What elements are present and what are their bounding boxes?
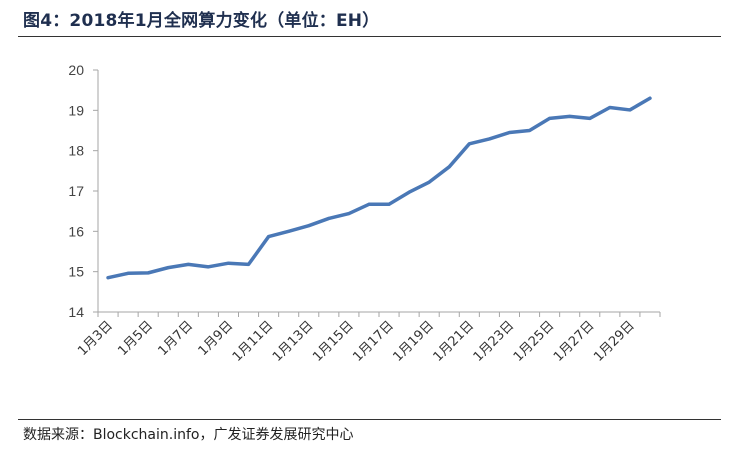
data-point (467, 142, 471, 146)
y-tick-label: 18 (68, 143, 84, 159)
data-point (247, 262, 251, 266)
x-tick-label: 1月19日 (390, 318, 437, 365)
data-point (186, 262, 190, 266)
data-point (267, 235, 271, 239)
x-tick-label: 1月23日 (471, 318, 518, 365)
x-tick-label: 1月17日 (350, 318, 397, 365)
figure-source: 数据来源：Blockchain.info，广发证券发展研究中心 (23, 427, 354, 443)
source-divider (18, 419, 721, 420)
x-tick-label: 1月29日 (591, 318, 638, 365)
data-point (146, 271, 150, 275)
data-point (648, 96, 652, 100)
x-tick-label: 1月27日 (551, 318, 598, 365)
series-line (106, 96, 652, 280)
y-tick-label: 19 (68, 102, 84, 118)
data-point (126, 271, 130, 275)
data-point (487, 137, 491, 141)
x-tick-label: 1月13日 (270, 318, 317, 365)
y-tick-label: 17 (68, 183, 84, 199)
figure-title: 图4：2018年1月全网算力变化（单位：EH） (23, 11, 380, 31)
data-point (287, 229, 291, 233)
x-tick-label: 1月11日 (230, 318, 277, 365)
title-divider (18, 36, 721, 37)
data-point (427, 180, 431, 184)
data-point (548, 116, 552, 120)
data-point (226, 261, 230, 265)
data-point (347, 212, 351, 216)
y-tick-label: 15 (68, 264, 84, 280)
y-tick-label: 20 (68, 62, 84, 78)
x-tick-label: 1月15日 (310, 318, 357, 365)
data-point (327, 216, 331, 220)
data-point (528, 129, 532, 132)
data-point (166, 266, 170, 270)
data-point (407, 190, 411, 194)
y-tick-label: 16 (68, 223, 84, 239)
data-point (568, 114, 572, 118)
data-point (387, 202, 391, 206)
y-tick-label: 14 (68, 304, 84, 320)
data-point (206, 265, 210, 269)
x-tick-label: 1月7日 (155, 318, 196, 359)
data-point (507, 131, 511, 135)
data-point (367, 202, 371, 206)
data-point (307, 224, 311, 228)
x-tick-label: 1月3日 (75, 318, 116, 359)
x-tick-label: 1月21日 (431, 318, 478, 365)
data-point (447, 165, 451, 169)
x-tick-label: 1月5日 (115, 318, 156, 359)
data-point (608, 106, 612, 110)
data-point (628, 108, 632, 112)
x-tick-label: 1月25日 (511, 318, 558, 365)
data-point (106, 276, 110, 280)
data-point (588, 116, 592, 120)
